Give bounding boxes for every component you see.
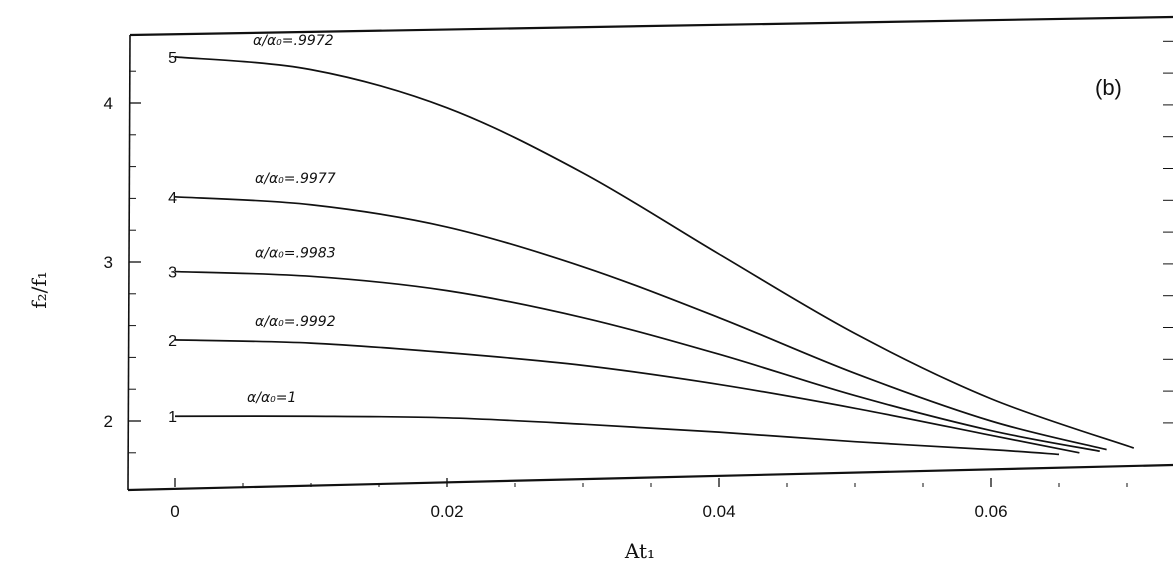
series-number-label: 2 (168, 333, 177, 350)
x-tick-label: 0.06 (974, 502, 1007, 521)
series-line (174, 195, 1107, 451)
series-name-label: α/α₀=1 (247, 390, 296, 406)
frame-top (129, 15, 1173, 37)
series-name-label: α/α₀=.9977 (255, 171, 336, 187)
series-number-label: 5 (168, 50, 177, 67)
x-tick-label: 0 (170, 502, 179, 521)
x-axis-ticks: 0 0.02 0.04 0.06 (170, 478, 1128, 521)
panel-label: (b) (1095, 75, 1122, 100)
series-name-label: α/α₀=.9983 (255, 246, 336, 262)
y-axis-ticks: 2 3 4 (104, 40, 1173, 454)
series-labels: 1 α/α₀=1 2 α/α₀=.9992 3 α/α₀=.9983 4 α/α₀=.9977… (168, 33, 336, 426)
series-number-label: 3 (168, 265, 177, 282)
series-number-label: 1 (168, 409, 177, 426)
y-axis-label: f₂/f₁ (27, 271, 51, 309)
x-tick-label: 0.04 (702, 502, 735, 521)
y-tick-label: 2 (104, 412, 113, 431)
x-axis-label: At₁ (624, 539, 655, 563)
series-number-label: 4 (168, 190, 177, 207)
series-line (174, 270, 1100, 453)
x-tick-label: 0.02 (430, 502, 463, 521)
y-tick-label: 4 (104, 94, 113, 113)
series-line (174, 56, 1135, 449)
y-tick-label: 3 (104, 253, 113, 272)
frame-bottom (127, 463, 1173, 492)
series-name-label: α/α₀=.9972 (253, 33, 334, 49)
series-name-label: α/α₀=.9992 (255, 314, 336, 330)
series-line (174, 339, 1080, 454)
series-curves (174, 56, 1135, 456)
series-line (174, 415, 1060, 456)
